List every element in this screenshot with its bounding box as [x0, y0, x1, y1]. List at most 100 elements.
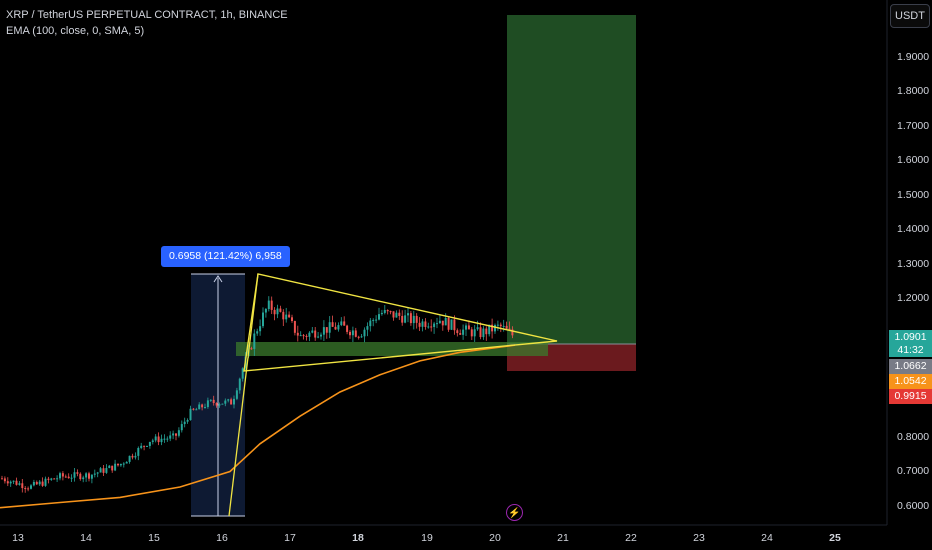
candle-body [438, 320, 441, 324]
candle-body [111, 465, 114, 471]
candle-body [122, 463, 125, 465]
candle-body [479, 327, 482, 338]
candle-body [38, 481, 41, 485]
candle-body [441, 320, 444, 326]
price-tick: 1.9000 [897, 51, 930, 63]
candle-body [102, 468, 105, 473]
candle-body [491, 324, 494, 332]
candle-body [389, 311, 392, 313]
stop-price-tag: 0.9915 [889, 389, 932, 404]
candle-body [340, 321, 343, 326]
candle-body [189, 408, 192, 421]
candle-body [285, 314, 288, 320]
candle-body [175, 433, 177, 436]
candle-body [177, 430, 180, 436]
candle-body [331, 322, 334, 327]
time-tick: 19 [421, 532, 433, 544]
candle-body [1, 478, 3, 480]
candle-body [369, 320, 372, 327]
measure-arrow-head [213, 275, 223, 283]
target-zone[interactable] [507, 15, 636, 344]
candle-body [241, 368, 244, 379]
candle-body [88, 473, 90, 479]
candle-body [140, 445, 143, 448]
indicator-legend[interactable]: EMA (100, close, 0, SMA, 5) [6, 25, 145, 37]
price-tick: 1.3000 [897, 258, 930, 270]
candle-body [44, 478, 47, 486]
price-tick: 1.6000 [897, 154, 930, 166]
triangle-pattern[interactable] [243, 273, 558, 372]
candle-body [76, 472, 79, 474]
candle-body [476, 327, 479, 330]
candlestick-series [1, 296, 514, 493]
candle-body [230, 399, 233, 405]
candle-body [404, 315, 407, 323]
time-tick: 22 [625, 532, 637, 544]
candle-body [134, 455, 137, 458]
candle-body [70, 477, 73, 479]
candle-body [467, 325, 470, 330]
candle-body [325, 327, 328, 333]
candle-body [160, 438, 163, 443]
candle-body [85, 473, 88, 478]
time-tick: 24 [761, 532, 773, 544]
candle-body [53, 478, 56, 480]
time-tick: 17 [284, 532, 296, 544]
candle-body [415, 315, 418, 323]
candle-body [482, 328, 485, 338]
candle-body [308, 332, 311, 337]
candle-body [259, 326, 262, 332]
time-tick: 21 [557, 532, 569, 544]
candle-body [380, 312, 383, 315]
flagpole-line[interactable] [228, 273, 259, 517]
candle-body [35, 481, 38, 485]
measure-label: 0.6958 (121.42%) 6,958 [161, 246, 290, 267]
support-zone[interactable] [236, 342, 548, 356]
candle-body [235, 390, 238, 399]
candle-body [67, 476, 70, 479]
candle-body [117, 463, 119, 466]
candle-body [157, 436, 160, 443]
time-tick: 16 [216, 532, 228, 544]
candle-body [163, 438, 166, 440]
candle-body [465, 325, 467, 330]
candle-body [82, 477, 85, 480]
candle-body [192, 408, 195, 410]
candle-body [233, 398, 235, 405]
candle-body [198, 404, 201, 410]
candle-body [496, 324, 499, 326]
candle-body [505, 325, 508, 329]
candle-body [337, 325, 340, 330]
candle-body [146, 445, 148, 447]
candle-body [282, 311, 285, 320]
price-tick: 1.7000 [897, 120, 930, 132]
candle-body [302, 335, 305, 337]
candle-body [224, 400, 227, 404]
candle-body [447, 317, 450, 330]
candle-body [314, 330, 317, 338]
countdown-tag: 41:32 [889, 344, 932, 357]
candle-body [183, 421, 186, 425]
candle-body [238, 378, 241, 391]
candle-body [47, 478, 50, 480]
candle-body [473, 329, 476, 337]
lightning-icon[interactable]: ⚡ [506, 504, 523, 521]
price-tick: 1.4000 [897, 223, 930, 235]
candle-body [363, 329, 366, 337]
candle-body [166, 438, 169, 440]
currency-button[interactable]: USDT [890, 4, 930, 28]
candle-body [154, 436, 157, 441]
price-tick: 1.8000 [897, 85, 930, 97]
price-tick: 1.2000 [897, 292, 930, 304]
price-tick: 0.8000 [897, 431, 930, 443]
candle-body [412, 315, 415, 324]
candle-body [288, 314, 291, 318]
candle-body [206, 400, 209, 408]
candle-body [41, 481, 44, 486]
candle-body [186, 420, 189, 422]
candle-body [351, 330, 354, 336]
candle-body [296, 332, 299, 336]
candle-body [24, 488, 27, 490]
candle-body [386, 310, 389, 312]
